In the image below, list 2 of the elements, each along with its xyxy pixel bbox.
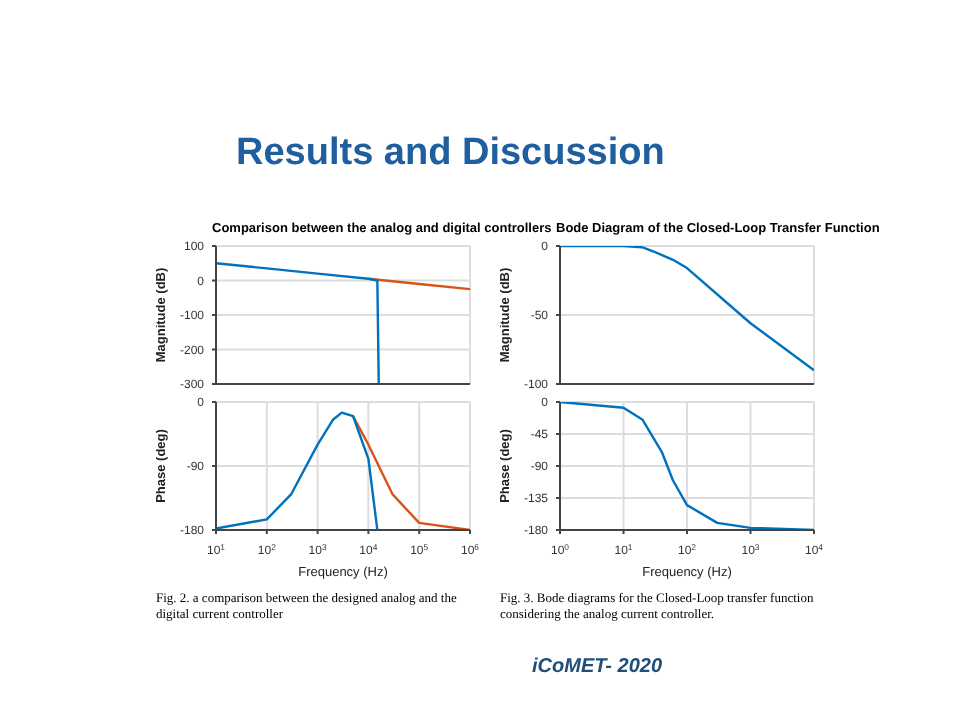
- text: Results and Discussion: [236, 132, 665, 176]
- text: iCoMET- 2020: [532, 656, 663, 678]
